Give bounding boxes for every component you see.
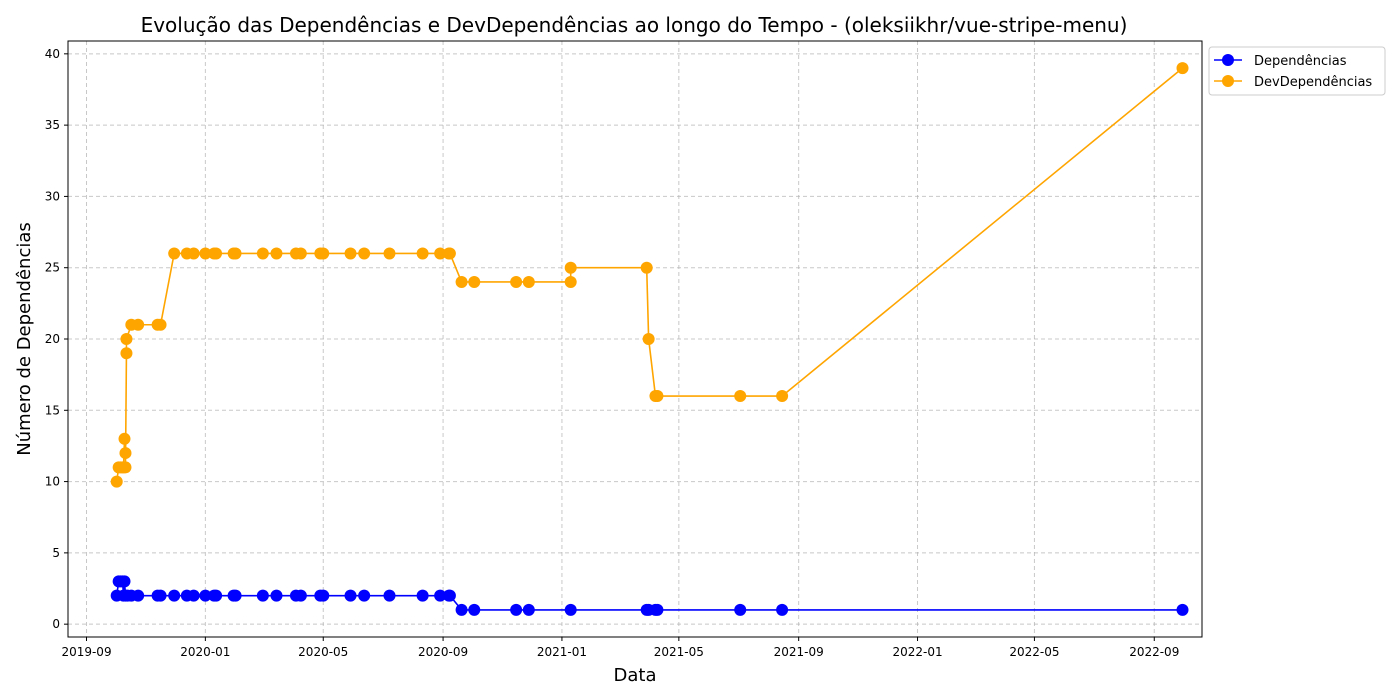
data-point: [564, 261, 577, 274]
data-point: [132, 589, 145, 602]
data-point: [168, 589, 181, 602]
x-axis-label: Data: [614, 665, 657, 686]
data-point: [522, 275, 535, 288]
x-tick-label: 2020-05: [298, 645, 348, 659]
y-tick-label: 5: [52, 546, 60, 560]
data-point: [154, 589, 167, 602]
legend-box: [1208, 46, 1386, 96]
data-point: [118, 432, 131, 445]
data-point: [1176, 62, 1189, 75]
legend-label: Dependências: [1254, 54, 1347, 69]
data-point: [510, 275, 523, 288]
data-point: [455, 275, 468, 288]
data-point: [294, 589, 307, 602]
x-tick-label: 2020-09: [418, 645, 468, 659]
data-point: [168, 247, 181, 260]
x-tick-label: 2021-05: [654, 645, 704, 659]
data-point: [120, 333, 133, 345]
tick-layer: 0 5 10 15 20 25 30 35 40 2019-09 2020-01 2020-05 202…: [45, 47, 1180, 659]
data-point: [132, 318, 145, 331]
data-point: [199, 589, 212, 602]
data-point: [522, 603, 535, 616]
legend-label: DevDependências: [1254, 75, 1372, 90]
data-point: [187, 247, 200, 260]
x-tick-label: 2021-01: [537, 645, 587, 659]
data-point: [270, 247, 283, 260]
data-point: [776, 603, 789, 616]
y-tick-label: 25: [45, 261, 60, 275]
x-tick-label: 2019-09: [61, 645, 111, 659]
data-point: [154, 318, 167, 331]
data-point: [651, 603, 664, 616]
x-tick-label: 2022-01: [892, 645, 942, 659]
legend-marker: [1222, 75, 1234, 87]
y-tick-label: 0: [52, 617, 60, 631]
data-point: [468, 275, 481, 288]
data-point: [443, 589, 456, 602]
data-point: [317, 589, 330, 602]
legend-marker: [1222, 54, 1234, 66]
data-point: [434, 247, 447, 260]
data-point: [294, 247, 307, 260]
data-point: [776, 390, 789, 403]
data-point: [564, 603, 577, 616]
data-point: [443, 247, 456, 260]
data-point: [358, 247, 371, 260]
series-1: [110, 62, 1189, 488]
data-point: [383, 589, 396, 602]
data-point: [229, 247, 242, 260]
data-point: [199, 247, 212, 260]
y-axis-label: Número de Dependências: [14, 222, 35, 456]
data-point: [256, 247, 269, 260]
data-point: [119, 447, 132, 460]
x-tick-label: 2022-05: [1009, 645, 1059, 659]
y-tick-label: 40: [45, 47, 60, 61]
data-point: [344, 589, 357, 602]
data-point: [651, 390, 664, 403]
data-point: [468, 603, 481, 616]
x-tick-label: 2021-09: [774, 645, 824, 659]
data-point: [734, 603, 747, 616]
data-point: [270, 589, 283, 602]
data-point: [118, 575, 131, 588]
data-point: [434, 589, 447, 602]
y-tick-label: 30: [45, 189, 60, 203]
data-point: [256, 589, 269, 602]
data-point: [734, 390, 747, 403]
x-tick-label: 2022-09: [1129, 645, 1179, 659]
data-point: [120, 347, 133, 360]
grid: [68, 41, 1202, 637]
data-point: [642, 333, 655, 345]
series-layer: [110, 62, 1189, 616]
data-point: [416, 589, 429, 602]
data-point: [416, 247, 429, 260]
y-tick-label: 35: [45, 118, 60, 132]
data-point: [119, 461, 132, 474]
data-point: [564, 275, 577, 288]
data-point: [510, 603, 523, 616]
data-point: [640, 261, 653, 274]
series-0: [110, 575, 1189, 616]
y-tick-label: 15: [45, 403, 60, 417]
data-point: [210, 247, 223, 260]
data-point: [1176, 603, 1189, 616]
data-point: [317, 247, 330, 260]
data-point: [455, 603, 468, 616]
data-point: [383, 247, 396, 260]
chart-title: Evolução das Dependências e DevDependênc…: [141, 13, 1128, 37]
y-tick-label: 20: [45, 332, 60, 346]
data-point: [229, 589, 242, 602]
data-point: [110, 475, 123, 488]
legend-entries: Dependências DevDependências: [1214, 54, 1372, 90]
data-point: [358, 589, 371, 602]
data-point: [344, 247, 357, 260]
x-tick-label: 2020-01: [180, 645, 230, 659]
legend: Dependências DevDependências: [1208, 46, 1386, 96]
data-point: [210, 589, 223, 602]
data-point: [187, 589, 200, 602]
y-tick-label: 10: [45, 475, 60, 489]
